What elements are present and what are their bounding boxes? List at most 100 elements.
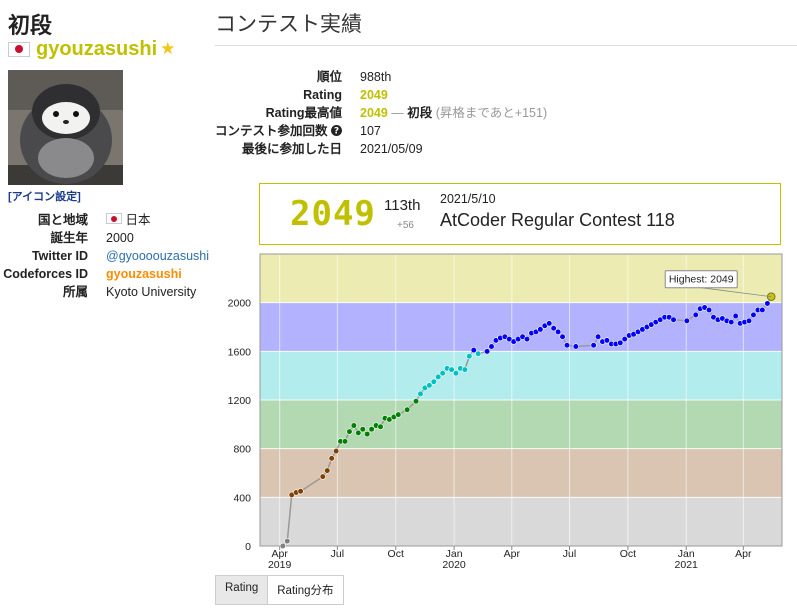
tab-rating-distribution[interactable]: Rating分布: [268, 575, 344, 605]
profile-key: 国と地域: [37, 213, 88, 227]
y-tick-label: 400: [233, 492, 251, 504]
rating-point: [404, 406, 411, 413]
rating-point: [470, 347, 477, 354]
x-tick-label: Jan: [446, 548, 463, 560]
avatar: [8, 70, 123, 185]
rating-point: [297, 488, 304, 495]
highest-rating: 2049: [360, 106, 388, 120]
stats-key: コンテスト参加回数 ?: [200, 124, 360, 142]
rating-value: 2049: [360, 88, 388, 102]
rating-point: [279, 542, 286, 550]
latest-rating: 2049: [290, 194, 376, 234]
plot-border: [259, 253, 783, 547]
rank-title: 初段: [8, 13, 53, 38]
rating-point: [439, 370, 446, 377]
rating-point: [341, 438, 349, 445]
rating-point: [621, 336, 628, 343]
profile-value-affiliation: Kyoto University: [106, 285, 197, 299]
tooltip-pointer: [701, 287, 772, 298]
rating-point: [683, 317, 690, 325]
rating-point: [555, 328, 562, 335]
rating-point: [319, 473, 326, 480]
codeforces-link[interactable]: gyouzasushi: [106, 267, 182, 281]
y-tick-label: 1200: [228, 395, 252, 407]
rating-point: [590, 342, 597, 349]
contest-name[interactable]: AtCoder Regular Contest 118: [440, 210, 675, 230]
rating-point: [603, 337, 611, 344]
rating-point: [594, 333, 602, 340]
profile-row-affiliation: 所属 Kyoto University: [0, 285, 209, 303]
stats-row-rating: Rating 2049: [200, 88, 547, 106]
rating-point: [355, 429, 362, 436]
x-tick-year-label: 2019: [268, 559, 292, 571]
highest-tooltip-text: Highest: 2049: [669, 274, 734, 286]
rating-point: [452, 370, 460, 377]
y-tick-label: 1600: [228, 346, 252, 358]
profile-value-country: 日本: [106, 213, 209, 231]
rating-point: [368, 426, 375, 433]
rating-point: [284, 538, 291, 545]
stats-row-last: 最後に参加した日 2021/05/09: [200, 142, 547, 160]
divider: [215, 45, 797, 46]
rating-point: [546, 320, 553, 327]
rating-point: [745, 317, 753, 325]
japan-flag-icon: [106, 213, 122, 224]
icon-settings-link[interactable]: [アイコン設定]: [8, 191, 81, 203]
user-header: gyouzasushi ★: [8, 37, 175, 61]
rating-point: [483, 348, 491, 355]
stats-key: Rating最高値: [265, 106, 342, 120]
rating-point: [537, 326, 544, 333]
section-title: コンテスト実績: [215, 13, 362, 36]
profile-key: Codeforces ID: [3, 267, 88, 281]
svg-text:?: ?: [334, 127, 339, 136]
x-tick-year-label: 2020: [442, 559, 466, 571]
rating-point: [448, 366, 455, 373]
highest-value: 2049 — 初段 (昇格まであと+151): [360, 106, 547, 124]
rating-band: [260, 302, 782, 352]
rating-point: [523, 336, 531, 343]
rating-point: [559, 333, 566, 340]
rating-band: [260, 497, 782, 546]
star-icon: ★: [160, 39, 176, 58]
highest-kyu: 初段: [407, 106, 433, 120]
stats-table: 順位 988th Rating 2049 Rating最高値 2049 — 初段…: [200, 70, 547, 160]
rating-point: [692, 311, 699, 318]
rating-point: [705, 306, 713, 314]
stats-key: 順位: [316, 70, 342, 84]
rating-point: [412, 398, 420, 405]
promotion-note: (昇格まであと+151): [435, 106, 548, 120]
rating-point: [488, 343, 495, 350]
y-tick-label: 800: [233, 444, 251, 456]
x-tick-year-label: 2021: [675, 559, 699, 571]
stats-row-highest: Rating最高値 2049 — 初段 (昇格まであと+151): [200, 106, 548, 124]
x-tick-label: Oct: [620, 548, 636, 560]
rating-diff: +56: [397, 220, 414, 231]
last-date-value: 2021/05/09: [360, 142, 423, 156]
x-tick-label: Jul: [563, 548, 576, 560]
rating-point: [572, 343, 579, 350]
separator: —: [387, 106, 408, 120]
profile-row-codeforces: Codeforces ID gyouzasushi: [0, 267, 209, 285]
stats-row-count: コンテスト参加回数 ? 107: [200, 124, 547, 142]
twitter-link[interactable]: @gyoooouzasushi: [106, 249, 210, 263]
profile-value-birth-year: 2000: [106, 231, 134, 245]
rating-band: [260, 351, 782, 400]
latest-contest-box: 2049 113th +56 2021/5/10 AtCoder Regular…: [259, 183, 781, 245]
rating-point: [346, 428, 353, 435]
help-icon[interactable]: ?: [331, 125, 342, 137]
chart-tabs: Rating Rating分布: [215, 575, 344, 605]
rating-point: [417, 390, 424, 398]
rating-point: [435, 373, 442, 380]
y-tick-label: 2000: [228, 298, 252, 310]
rating-point: [377, 423, 384, 430]
rating-point: [461, 366, 468, 373]
x-tick-label: Jan: [678, 548, 695, 560]
stats-key: Rating: [303, 88, 342, 102]
profile-key: 誕生年: [50, 231, 88, 245]
x-tick-label: Apr: [504, 548, 521, 560]
contest-date: 2021/5/10: [440, 192, 496, 206]
tab-rating[interactable]: Rating: [215, 575, 269, 605]
rating-point: [764, 300, 771, 307]
rating-point: [328, 455, 335, 462]
rating-point: [395, 411, 402, 418]
